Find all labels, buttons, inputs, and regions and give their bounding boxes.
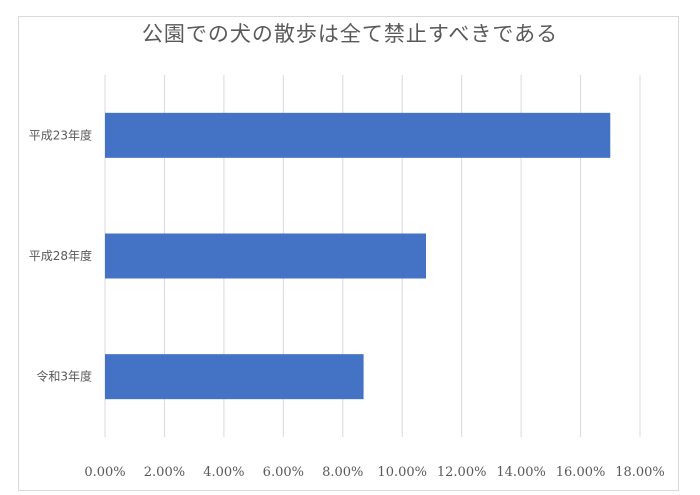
x-tick-label: 4.00% [203,465,244,480]
chart-title: 公園での犬の散歩は全て禁止すべきである [141,22,559,46]
x-tick-label: 8.00% [322,465,363,480]
category-label: 平成28年度 [29,248,92,263]
x-tick-label: 14.00% [496,465,546,480]
x-tick-label: 6.00% [263,465,304,480]
x-tick-label: 2.00% [144,465,185,480]
x-axis-tick-labels: 0.00% 2.00% 4.00% 6.00% 8.00% 10.00% 12.00% 14.… [84,465,664,480]
x-tick-label: 16.00% [556,465,606,480]
bar [105,112,611,158]
bars [105,112,611,400]
category-label: 平成23年度 [29,127,92,142]
x-tick-label: 12.00% [437,465,487,480]
x-tick-label: 18.00% [615,465,665,480]
category-label: 令和3年度 [36,369,92,384]
bar [105,233,426,279]
x-tick-label: 0.00% [84,465,125,480]
x-tick-label: 10.00% [377,465,427,480]
bar [105,354,364,400]
